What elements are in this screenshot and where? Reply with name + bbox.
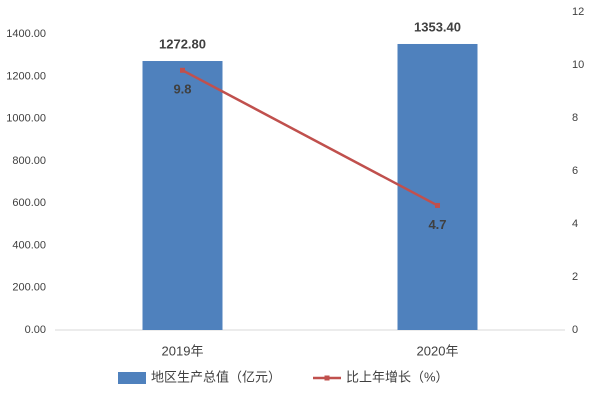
legend-label: 地区生产总值（亿元） [151, 369, 281, 384]
y2-tick-label: 6 [572, 165, 578, 177]
bar [397, 43, 478, 330]
line-marker [435, 202, 440, 208]
bar-value-label: 1353.40 [414, 19, 461, 34]
y2-tick-label: 0 [572, 324, 578, 336]
y-tick-label: 400.00 [12, 239, 46, 251]
legend-swatch [118, 372, 146, 384]
y-tick-label: 600.00 [12, 197, 46, 209]
y2-tick-label: 4 [572, 218, 578, 230]
y2-tick-label: 12 [572, 6, 584, 18]
y2-tick-label: 2 [572, 271, 578, 283]
bar-value-label: 1272.80 [159, 36, 206, 51]
line [181, 69, 439, 207]
y-tick-label: 0.00 [25, 324, 46, 336]
line-marker [180, 67, 185, 73]
y2-tick-label: 10 [572, 59, 584, 71]
x-tick-label: 2020年 [417, 343, 459, 358]
y-tick-label: 800.00 [12, 155, 46, 167]
y-tick-label: 1200.00 [6, 70, 46, 82]
line-value-label: 4.7 [428, 217, 446, 232]
y-tick-label: 1400.00 [6, 28, 46, 40]
bar [142, 61, 223, 331]
legend-swatch-marker [324, 375, 330, 381]
y2-tick-label: 8 [572, 112, 578, 124]
y-tick-label: 1000.00 [6, 113, 46, 125]
line-value-label: 9.8 [173, 82, 191, 97]
legend-label: 比上年增长（%） [346, 369, 449, 384]
x-tick-label: 2019年 [162, 343, 204, 358]
y-tick-label: 200.00 [12, 282, 46, 294]
